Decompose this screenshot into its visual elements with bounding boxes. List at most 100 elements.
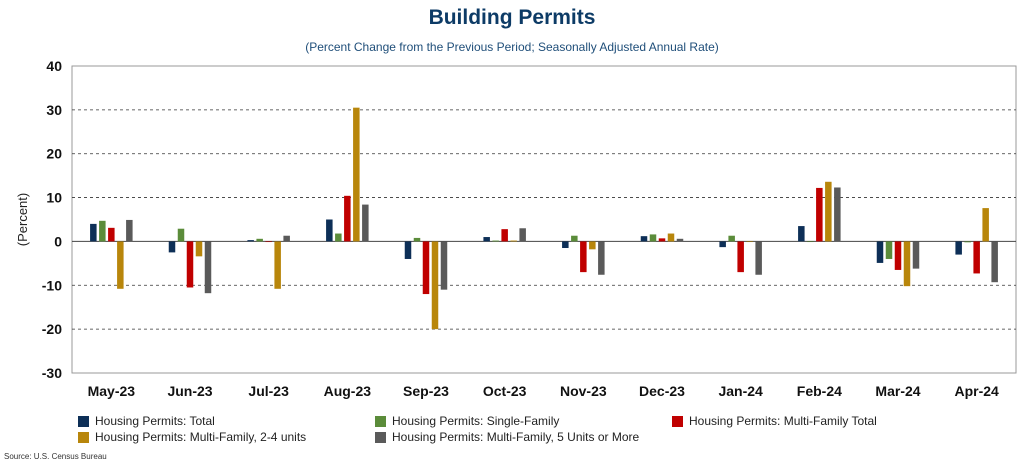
bar bbox=[580, 241, 587, 273]
source-note: Source: U.S. Census Bureau bbox=[4, 452, 107, 461]
legend-label: Housing Permits: Multi-Family, 2-4 units bbox=[95, 430, 307, 444]
x-tick-label: Apr-24 bbox=[954, 383, 999, 399]
bar bbox=[204, 241, 212, 294]
x-tick-label: May-23 bbox=[88, 383, 136, 399]
legend-item: Housing Permits: Single-Family bbox=[375, 414, 559, 428]
bar bbox=[274, 241, 281, 289]
bar-chart: -30 -20 -10 0 10 20 30 40 (Percent) May-23 Jun-23 J… bbox=[15, 58, 1017, 399]
bar bbox=[90, 223, 97, 242]
legend-label: Housing Permits: Total bbox=[95, 414, 215, 428]
y-axis-label: (Percent) bbox=[15, 193, 30, 246]
bar bbox=[492, 240, 499, 242]
legend-swatch bbox=[375, 415, 386, 427]
bar bbox=[885, 241, 893, 259]
y-tick-label: 20 bbox=[46, 146, 62, 162]
bar bbox=[168, 241, 176, 253]
y-tick-label: 30 bbox=[46, 102, 62, 118]
bar bbox=[99, 220, 106, 242]
legend-label: Housing Permits: Multi-Family, 5 Units o… bbox=[392, 430, 640, 444]
plot-area bbox=[71, 65, 1017, 374]
bar bbox=[362, 204, 369, 242]
chart-title: Building Permits bbox=[428, 6, 596, 29]
legend-swatch bbox=[78, 431, 89, 443]
bar bbox=[676, 238, 684, 242]
bar bbox=[798, 226, 805, 242]
legend-item: Housing Permits: Multi-Family Total bbox=[672, 414, 877, 428]
bar bbox=[326, 219, 333, 242]
bar bbox=[876, 241, 884, 263]
bar bbox=[422, 241, 430, 295]
bar bbox=[440, 241, 448, 290]
bar bbox=[755, 241, 762, 275]
x-tick-label: Feb-24 bbox=[797, 383, 842, 399]
bar bbox=[413, 237, 421, 242]
bar bbox=[825, 181, 832, 242]
bar bbox=[108, 227, 115, 242]
bar bbox=[501, 229, 508, 242]
bar bbox=[126, 219, 133, 242]
bar bbox=[335, 233, 342, 242]
bar bbox=[571, 235, 578, 242]
bar bbox=[719, 241, 726, 248]
legend-item: Housing Permits: Multi-Family, 2-4 units bbox=[78, 430, 306, 444]
legend-swatch bbox=[672, 415, 683, 427]
bar bbox=[589, 241, 596, 250]
bar bbox=[117, 241, 124, 289]
x-tick-label: Dec-23 bbox=[639, 383, 685, 399]
bar bbox=[265, 241, 272, 243]
legend-label: Housing Permits: Multi-Family Total bbox=[689, 414, 877, 428]
legend-label: Housing Permits: Single-Family bbox=[392, 414, 560, 428]
bar bbox=[834, 187, 841, 242]
legend-item: Housing Permits: Total bbox=[78, 414, 215, 428]
bar bbox=[195, 241, 203, 257]
x-tick-label: Oct-23 bbox=[483, 383, 527, 399]
bar bbox=[649, 234, 657, 242]
bar bbox=[256, 238, 263, 242]
bar bbox=[728, 235, 735, 242]
bar bbox=[562, 241, 569, 249]
bar bbox=[519, 228, 526, 242]
x-tick-label: Sep-23 bbox=[403, 383, 449, 399]
x-tick-label: Mar-24 bbox=[875, 383, 920, 399]
y-tick-label: -20 bbox=[42, 321, 62, 337]
bar bbox=[353, 107, 360, 242]
bar bbox=[894, 241, 902, 270]
x-tick-label: Jun-23 bbox=[167, 383, 212, 399]
x-tick-label: Nov-23 bbox=[560, 383, 607, 399]
bar bbox=[973, 241, 980, 274]
legend-item: Housing Permits: Multi-Family, 5 Units o… bbox=[375, 430, 639, 444]
bar bbox=[816, 187, 823, 242]
bar bbox=[483, 237, 490, 242]
bar bbox=[283, 235, 290, 242]
x-tick-label: Jan-24 bbox=[718, 383, 763, 399]
y-tick-label: -10 bbox=[42, 277, 62, 293]
bar bbox=[807, 241, 814, 243]
bar bbox=[903, 241, 911, 287]
bar bbox=[912, 241, 920, 269]
bar bbox=[667, 233, 675, 242]
bar bbox=[982, 208, 989, 242]
bar bbox=[186, 241, 194, 288]
y-tick-label: 40 bbox=[46, 58, 62, 74]
bar bbox=[404, 241, 412, 259]
bar bbox=[177, 228, 185, 242]
y-tick-label: -30 bbox=[42, 365, 62, 381]
bar bbox=[344, 195, 351, 242]
bar bbox=[598, 241, 605, 275]
bar bbox=[431, 241, 439, 330]
bar bbox=[247, 240, 254, 242]
bar bbox=[737, 241, 744, 273]
bar bbox=[658, 238, 666, 242]
legend-swatch bbox=[375, 431, 386, 443]
y-tick-label: 10 bbox=[46, 190, 62, 206]
x-tick-label: Jul-23 bbox=[248, 383, 289, 399]
bar bbox=[640, 236, 648, 242]
legend-swatch bbox=[78, 415, 89, 427]
bar bbox=[510, 240, 517, 242]
bar bbox=[955, 241, 962, 255]
bar bbox=[964, 241, 971, 243]
bar bbox=[991, 241, 998, 283]
y-tick-label: 0 bbox=[54, 233, 62, 249]
chart-subtitle: (Percent Change from the Previous Period… bbox=[305, 40, 719, 54]
x-tick-label: Aug-23 bbox=[324, 383, 372, 399]
